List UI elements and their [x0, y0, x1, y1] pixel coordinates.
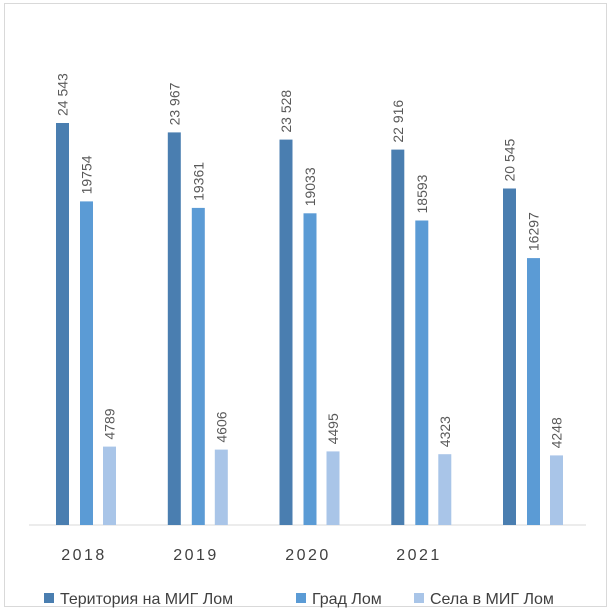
data-label-territory: 22 916 — [390, 100, 406, 143]
bar-territory — [391, 149, 405, 525]
bar-villages — [103, 446, 116, 525]
data-label-villages: 4323 — [437, 416, 453, 447]
bar-city — [80, 201, 93, 525]
legend: Територия на МИГ Лом Град Лом Села в МИГ… — [44, 591, 554, 608]
data-label-territory: 23 967 — [166, 82, 182, 125]
bars-group — [56, 123, 563, 526]
data-label-city: 18593 — [414, 174, 430, 213]
x-tick-labels: 2018 2019 2020 2021 — [61, 547, 442, 564]
x-tick-label: 2019 — [173, 547, 219, 564]
data-label-villages: 4248 — [549, 417, 565, 448]
legend-swatch-territory — [44, 593, 54, 603]
legend-label-city: Град Лом — [312, 591, 382, 608]
bar-city — [303, 213, 317, 526]
legend-swatch-city — [296, 593, 306, 603]
bar-city — [191, 207, 205, 525]
bar-territory — [503, 188, 516, 525]
data-label-territory: 24 543 — [55, 73, 71, 116]
legend-label-villages: Села в МИГ Лом — [430, 591, 554, 608]
x-tick-label: 2021 — [396, 547, 442, 564]
bar-villages — [438, 454, 452, 525]
data-label-city: 19754 — [79, 155, 95, 194]
x-tick-label: 2020 — [285, 547, 331, 564]
bar-territory — [279, 139, 293, 525]
bar-city — [415, 220, 429, 525]
bar-villages — [550, 455, 563, 525]
data-label-city: 16297 — [526, 212, 542, 251]
bar-territory — [56, 123, 69, 525]
legend-label-territory: Територия на МИГ Лом — [60, 591, 233, 608]
legend-swatch-villages — [414, 593, 424, 603]
bar-villages — [214, 449, 228, 525]
x-tick-label: 2018 — [61, 547, 107, 564]
bar-territory — [167, 132, 181, 525]
bar-villages — [326, 451, 340, 525]
data-label-villages: 4606 — [213, 411, 229, 442]
data-label-city: 19361 — [190, 162, 206, 201]
data-label-city: 19033 — [302, 167, 318, 206]
data-label-villages: 4495 — [325, 413, 341, 444]
data-label-territory: 20 545 — [502, 138, 518, 181]
bar-city — [527, 258, 540, 525]
data-labels-group: 24 543 23 967 23 528 22 916 20 545 19754 19361… — [55, 73, 565, 448]
data-label-territory: 23 528 — [278, 90, 294, 133]
data-label-villages: 4789 — [102, 408, 118, 439]
